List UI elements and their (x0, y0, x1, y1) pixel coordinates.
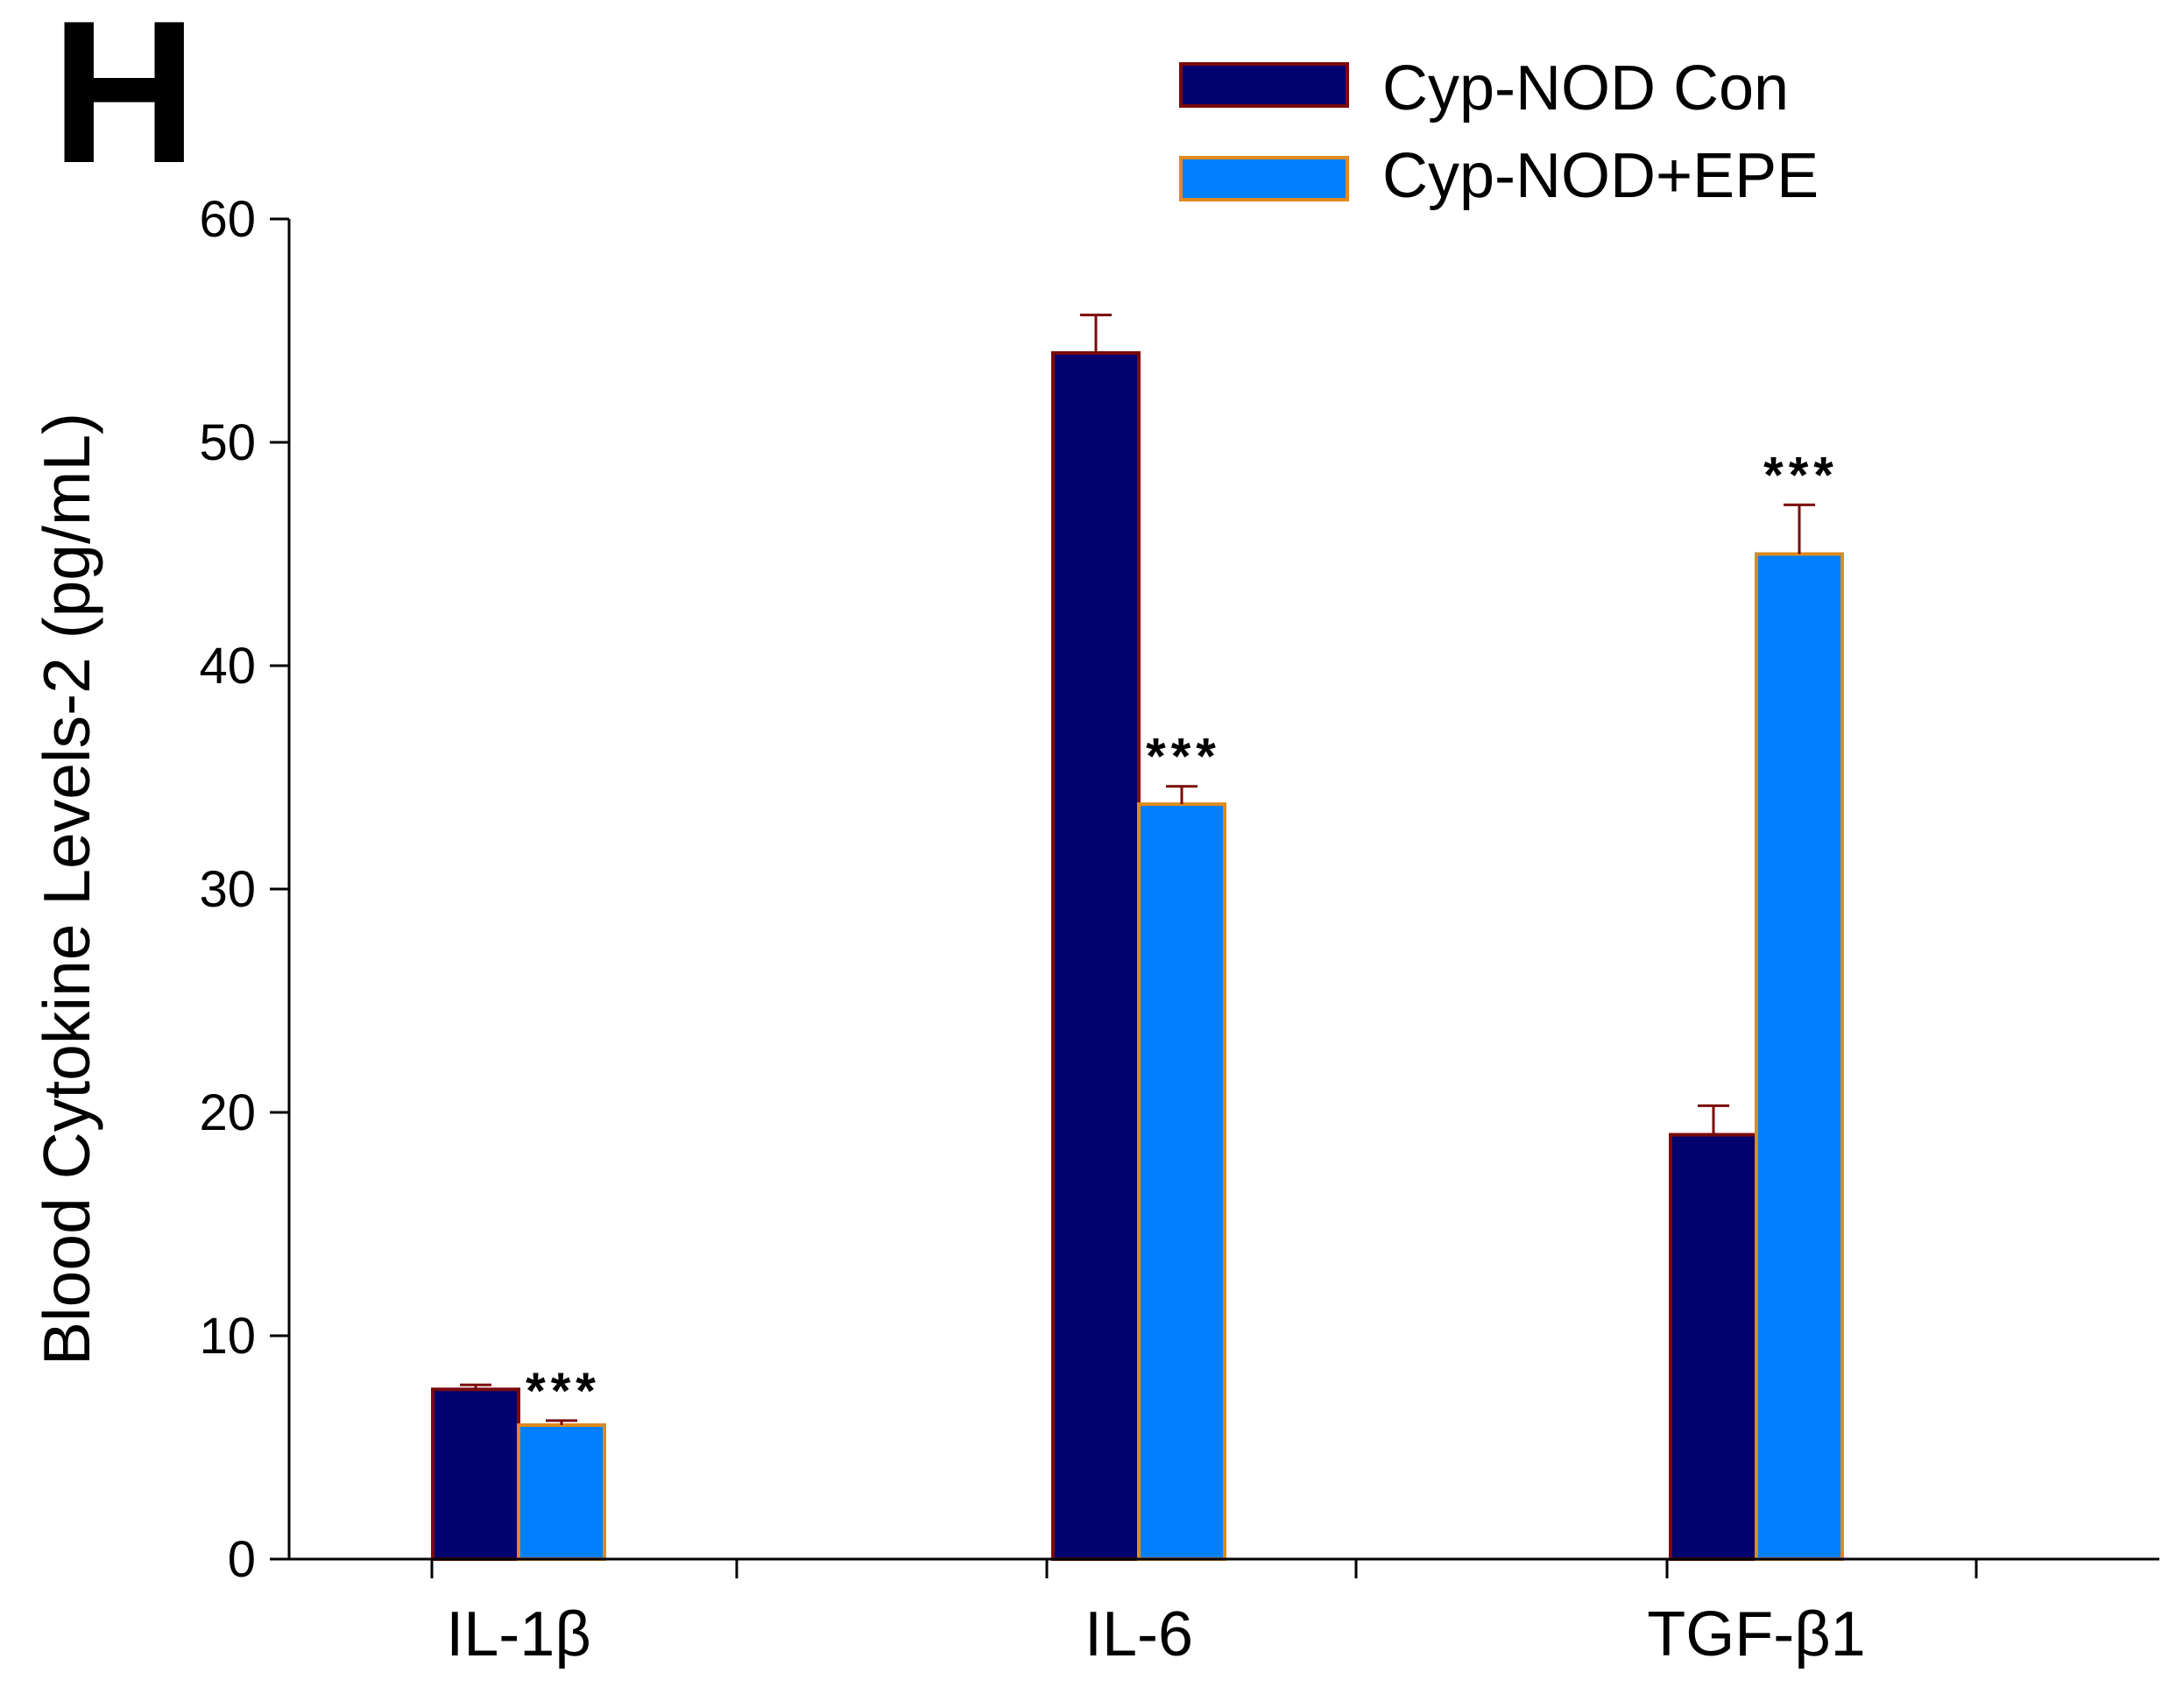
legend: Cyp-NOD Con Cyp-NOD+EPE (1179, 53, 1819, 211)
x-tick-label: TGF-β1 (1647, 1599, 1865, 1669)
bar-con (431, 1387, 520, 1561)
x-tick-label: IL-6 (1084, 1599, 1193, 1669)
y-tick-label: 50 (199, 414, 256, 471)
legend-label-epe: Cyp-NOD+EPE (1382, 141, 1819, 211)
bar-con (1669, 1133, 1758, 1561)
y-tick-label: 20 (199, 1084, 256, 1141)
panel-letter: H (51, 0, 198, 206)
bar-epe (1755, 552, 1844, 1561)
y-tick-label: 60 (199, 191, 256, 248)
legend-swatch-epe (1179, 156, 1349, 201)
y-tick-label: 0 (228, 1531, 256, 1588)
significance-marker: *** (1146, 729, 1221, 786)
legend-swatch-con (1179, 62, 1349, 108)
y-tick-label: 30 (199, 861, 256, 918)
y-tick-label: 40 (199, 638, 256, 695)
significance-marker: *** (1763, 447, 1839, 504)
y-tick-label: 10 (199, 1308, 256, 1365)
bar-epe (1137, 802, 1226, 1561)
bar-con (1051, 351, 1141, 1561)
x-tick-label: IL-1β (446, 1599, 590, 1669)
bar-epe (517, 1423, 606, 1561)
plot-area: 0 10 20 30 40 50 60 *** *** *** IL-1β IL-6 TGF-β1 (199, 191, 2159, 1669)
y-axis-label: Blood Cytokine Levels-2 (pg/mL) (30, 413, 103, 1366)
significance-marker: *** (526, 1363, 601, 1420)
legend-label-con: Cyp-NOD Con (1382, 53, 1789, 124)
